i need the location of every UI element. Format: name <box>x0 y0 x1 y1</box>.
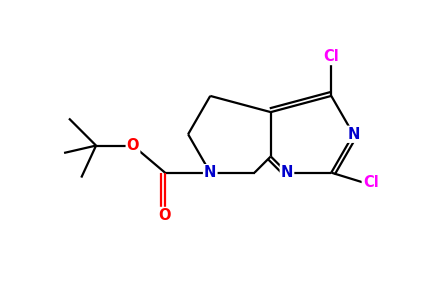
Text: N: N <box>281 165 293 180</box>
Text: Cl: Cl <box>323 49 339 64</box>
Text: O: O <box>127 138 139 153</box>
Text: Cl: Cl <box>363 175 379 190</box>
Text: N: N <box>204 165 216 180</box>
Text: O: O <box>159 208 171 223</box>
Text: N: N <box>347 127 360 142</box>
